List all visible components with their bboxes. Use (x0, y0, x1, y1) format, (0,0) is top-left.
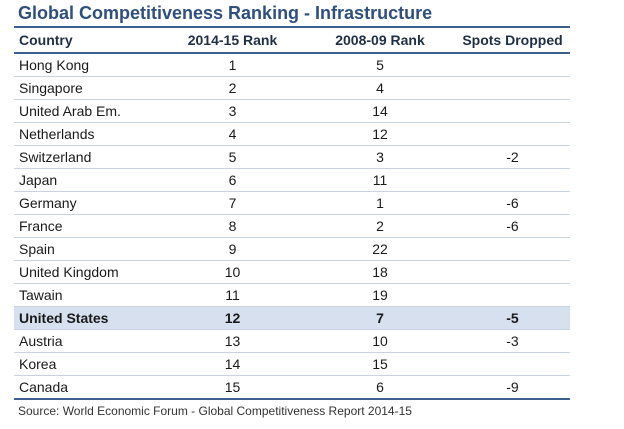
cell-rank-2014-15: 4 (160, 122, 305, 146)
column-header-spots-dropped: Spots Dropped (455, 28, 570, 54)
cell-rank-2008-09: 5 (305, 53, 455, 77)
cell-rank-2014-15: 9 (160, 237, 305, 261)
table-row: Tawain 11 19 (14, 283, 570, 307)
cell-country: Netherlands (14, 122, 160, 146)
cell-spots-dropped: -2 (455, 145, 570, 169)
column-header-rank-2008-09: 2008-09 Rank (305, 28, 455, 54)
cell-rank-2014-15: 14 (160, 352, 305, 376)
cell-rank-2008-09: 14 (305, 99, 455, 123)
table-row: Germany 7 1 -6 (14, 191, 570, 215)
cell-rank-2014-15: 10 (160, 260, 305, 284)
cell-country: United Kingdom (14, 260, 160, 284)
cell-rank-2008-09: 1 (305, 191, 455, 215)
cell-rank-2014-15: 3 (160, 99, 305, 123)
table-row: Korea 14 15 (14, 352, 570, 376)
table-row-highlighted: United States 12 7 -5 (14, 306, 570, 330)
table-row: Hong Kong 1 5 (14, 53, 570, 77)
cell-country: France (14, 214, 160, 238)
ranking-report: Global Competitiveness Ranking - Infrast… (14, 0, 570, 418)
cell-country: United States (14, 306, 160, 330)
cell-rank-2008-09: 19 (305, 283, 455, 307)
cell-rank-2008-09: 6 (305, 375, 455, 400)
cell-spots-dropped: -9 (455, 375, 570, 400)
source-note: Source: World Economic Forum - Global Co… (18, 404, 412, 418)
cell-country: Spain (14, 237, 160, 261)
cell-rank-2014-15: 11 (160, 283, 305, 307)
cell-rank-2008-09: 15 (305, 352, 455, 376)
cell-rank-2008-09: 11 (305, 168, 455, 192)
table-row: France 8 2 -6 (14, 214, 570, 238)
cell-rank-2008-09: 3 (305, 145, 455, 169)
ranking-table: Country 2014-15 Rank 2008-09 Rank Spots … (14, 28, 570, 400)
cell-rank-2014-15: 1 (160, 53, 305, 77)
cell-spots-dropped (455, 237, 570, 261)
cell-country: Hong Kong (14, 53, 160, 77)
cell-rank-2014-15: 5 (160, 145, 305, 169)
cell-spots-dropped (455, 352, 570, 376)
column-header-country: Country (14, 28, 160, 54)
table-row: United Arab Em. 3 14 (14, 99, 570, 123)
table-row: United Kingdom 10 18 (14, 260, 570, 284)
cell-country: Japan (14, 168, 160, 192)
cell-spots-dropped: -3 (455, 329, 570, 353)
cell-spots-dropped: -5 (455, 306, 570, 330)
cell-spots-dropped (455, 260, 570, 284)
cell-rank-2008-09: 2 (305, 214, 455, 238)
cell-rank-2008-09: 10 (305, 329, 455, 353)
cell-spots-dropped (455, 53, 570, 77)
table-row: Japan 6 11 (14, 168, 570, 192)
title-divider (14, 26, 570, 28)
cell-rank-2014-15: 8 (160, 214, 305, 238)
cell-rank-2008-09: 7 (305, 306, 455, 330)
cell-rank-2008-09: 18 (305, 260, 455, 284)
cell-spots-dropped (455, 283, 570, 307)
cell-spots-dropped (455, 99, 570, 123)
cell-spots-dropped: -6 (455, 191, 570, 215)
cell-country: Singapore (14, 76, 160, 100)
cell-rank-2008-09: 12 (305, 122, 455, 146)
cell-spots-dropped (455, 122, 570, 146)
cell-country: Tawain (14, 283, 160, 307)
cell-spots-dropped (455, 76, 570, 100)
cell-rank-2014-15: 2 (160, 76, 305, 100)
cell-spots-dropped (455, 168, 570, 192)
table-header-row: Country 2014-15 Rank 2008-09 Rank Spots … (14, 28, 570, 54)
cell-rank-2014-15: 15 (160, 375, 305, 400)
cell-country: Canada (14, 375, 160, 400)
table-row: Singapore 2 4 (14, 76, 570, 100)
table-row: Spain 9 22 (14, 237, 570, 261)
page-title: Global Competitiveness Ranking - Infrast… (18, 3, 433, 23)
cell-country: United Arab Em. (14, 99, 160, 123)
column-header-rank-2014-15: 2014-15 Rank (160, 28, 305, 54)
cell-rank-2008-09: 22 (305, 237, 455, 261)
table-row: Canada 15 6 -9 (14, 375, 570, 400)
table-row: Austria 13 10 -3 (14, 329, 570, 353)
table-row: Netherlands 4 12 (14, 122, 570, 146)
cell-rank-2014-15: 6 (160, 168, 305, 192)
cell-rank-2014-15: 12 (160, 306, 305, 330)
cell-country: Switzerland (14, 145, 160, 169)
table-row: Switzerland 5 3 -2 (14, 145, 570, 169)
cell-rank-2008-09: 4 (305, 76, 455, 100)
cell-rank-2014-15: 7 (160, 191, 305, 215)
cell-country: Korea (14, 352, 160, 376)
cell-country: Austria (14, 329, 160, 353)
cell-rank-2014-15: 13 (160, 329, 305, 353)
cell-country: Germany (14, 191, 160, 215)
table-body: Hong Kong 1 5 Singapore 2 4 United Arab Em. 3 14… (14, 53, 570, 400)
cell-spots-dropped: -6 (455, 214, 570, 238)
